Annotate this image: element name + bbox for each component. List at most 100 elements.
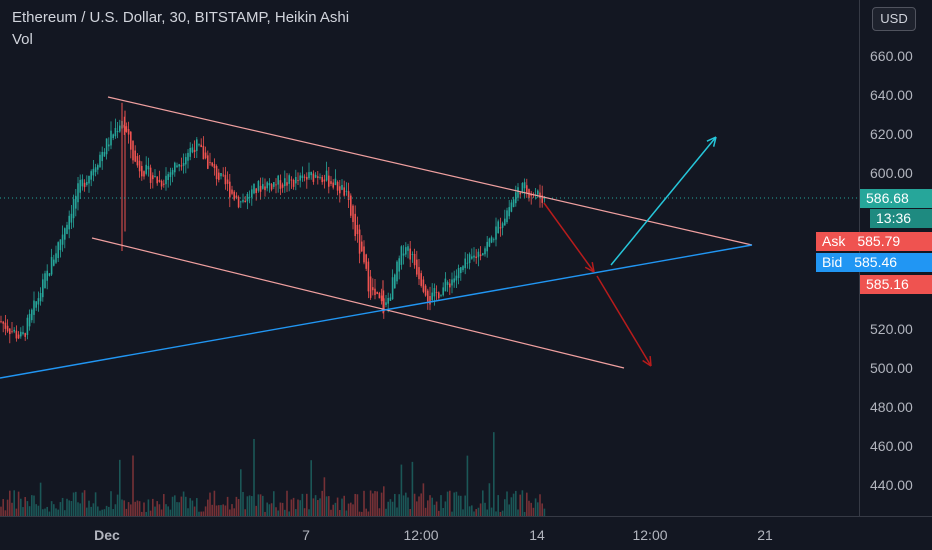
candle-body: [226, 179, 229, 184]
candle-body: [70, 213, 73, 223]
volume-bar: [361, 511, 363, 516]
candle-body: [39, 293, 42, 302]
candle-body: [191, 147, 194, 153]
candle-body: [152, 175, 154, 180]
bid-value: 585.46: [854, 254, 898, 270]
volume-bar: [141, 511, 143, 516]
candle-body: [493, 239, 495, 241]
volume-bar: [257, 494, 260, 516]
candle-body: [523, 182, 526, 189]
volume-bar: [136, 500, 139, 516]
candle-body: [310, 171, 312, 176]
support-trendline: [0, 244, 753, 379]
forecast-up-arrow-head: [712, 136, 717, 147]
volume-bar: [512, 493, 515, 516]
volume-bar: [273, 491, 275, 516]
candle-body: [394, 274, 396, 289]
time-label: 7: [302, 527, 310, 543]
candle-body: [77, 183, 79, 203]
currency-button[interactable]: USD: [872, 7, 916, 31]
volume-bar: [479, 503, 482, 516]
volume-bar: [268, 504, 271, 516]
volume-bar: [28, 506, 31, 516]
candle-body: [501, 223, 504, 228]
candle-body: [277, 175, 279, 185]
volume-bar: [451, 511, 453, 516]
volume-bar: [229, 509, 231, 516]
candle-body: [460, 267, 462, 274]
volume-bar: [508, 504, 510, 516]
candle-body: [323, 179, 326, 182]
time-axis-divider: [0, 516, 932, 517]
symbol-title[interactable]: Ethereum / U.S. Dollar, 30, BITSTAMP, He…: [12, 9, 350, 26]
candle-body: [482, 253, 484, 256]
volume-bar: [101, 509, 103, 516]
volume-bar: [530, 502, 532, 516]
candle-body: [418, 267, 420, 280]
candle-body: [262, 184, 264, 189]
volume-bar: [387, 501, 389, 516]
volume-bar: [191, 500, 194, 516]
volume-bar: [33, 495, 35, 516]
volume-bar: [97, 506, 99, 516]
candle-body: [64, 228, 66, 240]
candle-body: [176, 165, 178, 168]
volume-bar: [499, 511, 502, 516]
candle-body: [42, 279, 44, 298]
candle-body: [508, 207, 510, 217]
volume-bar: [218, 505, 220, 516]
volume-bar: [264, 511, 266, 516]
volume-bar: [515, 490, 517, 516]
candle-body: [361, 241, 363, 252]
volume-bar: [374, 491, 376, 516]
volume-bar: [506, 491, 508, 516]
candle-body: [112, 134, 114, 139]
volume-bar: [486, 509, 488, 516]
volume-bar: [211, 504, 213, 516]
candle-body: [314, 174, 317, 178]
volume-bar: [365, 508, 367, 516]
volume-bar: [411, 461, 414, 516]
volume-bar: [517, 509, 519, 516]
volume-bar: [440, 495, 442, 516]
volume-bar: [48, 511, 51, 516]
candle-body: [537, 190, 539, 195]
volume-bar: [383, 486, 385, 516]
candle-body: [367, 261, 370, 292]
candle-body: [396, 261, 398, 282]
volume-bar: [435, 501, 438, 516]
volume-bar: [468, 506, 471, 516]
price-tick: 620.00: [870, 126, 913, 142]
volume-bar: [2, 499, 4, 516]
volume-bar: [299, 500, 301, 516]
candle-body: [433, 288, 436, 297]
volume-bar: [103, 509, 106, 516]
candle-body: [321, 177, 323, 183]
candle-body: [180, 165, 183, 167]
candle-body: [101, 151, 103, 162]
candle-body: [288, 175, 290, 184]
candle-body: [369, 276, 372, 298]
volume-bar: [328, 496, 330, 516]
volume-bar: [116, 494, 119, 516]
volume-bar: [420, 493, 422, 516]
volume-bar: [350, 502, 352, 516]
candle-body: [539, 192, 541, 199]
volume-bar: [64, 510, 66, 516]
volume-label[interactable]: Vol: [12, 31, 33, 48]
candle-body: [376, 291, 378, 294]
volume-bar: [174, 495, 176, 516]
volume-bar: [442, 508, 444, 516]
volume-bar: [72, 492, 75, 516]
volume-bar: [240, 469, 242, 516]
time-label: 14: [529, 527, 545, 543]
volume-bar: [44, 508, 46, 516]
candle-body: [240, 201, 242, 203]
volume-bar: [409, 509, 411, 516]
volume-bar: [176, 502, 178, 516]
candle-body: [105, 138, 108, 155]
volume-bar: [6, 499, 9, 516]
volume-bar: [343, 495, 345, 516]
candle-body: [242, 199, 244, 202]
